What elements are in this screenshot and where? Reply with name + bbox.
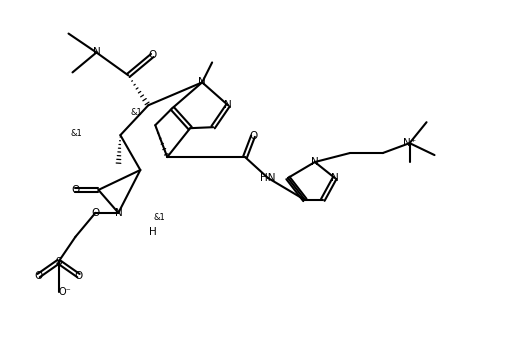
Text: N: N (114, 208, 122, 218)
Text: N: N (224, 100, 232, 110)
Text: &1: &1 (153, 213, 165, 222)
Text: N⁺: N⁺ (403, 138, 416, 148)
Text: HN: HN (260, 173, 276, 183)
Text: O: O (35, 270, 43, 280)
Text: N: N (311, 157, 319, 167)
Text: H: H (149, 227, 157, 237)
Text: O⁻: O⁻ (59, 286, 71, 296)
Text: N: N (93, 48, 100, 58)
Text: &1: &1 (131, 108, 142, 117)
Text: N: N (331, 173, 339, 183)
Text: O: O (72, 185, 80, 195)
Text: O: O (249, 131, 257, 141)
Text: S: S (55, 257, 62, 267)
Text: N: N (198, 77, 206, 87)
Text: O: O (148, 50, 157, 60)
Text: O: O (74, 270, 82, 280)
Text: &1: &1 (71, 129, 82, 138)
Text: O: O (91, 208, 99, 218)
